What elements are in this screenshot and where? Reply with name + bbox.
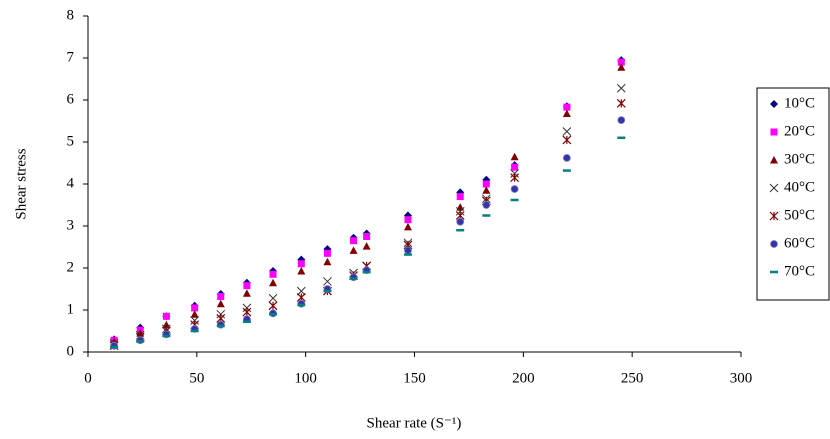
x-tick-label: 200 (512, 370, 535, 386)
point (617, 116, 626, 125)
point (617, 58, 625, 66)
legend-marker (770, 100, 778, 108)
point (323, 249, 331, 257)
x-tick-label: 250 (621, 370, 644, 386)
point (242, 307, 252, 317)
point (403, 222, 412, 231)
point (242, 289, 251, 297)
legend-marker (770, 156, 778, 164)
y-tick-label: 5 (67, 133, 75, 149)
point (456, 193, 464, 201)
legend-label: 30°C (784, 151, 815, 167)
y-tick-label: 7 (67, 49, 75, 65)
point (510, 169, 519, 178)
point (268, 301, 278, 311)
y-tick-label: 8 (67, 7, 75, 23)
point (616, 98, 626, 108)
legend-marker (769, 211, 779, 221)
point (404, 216, 412, 224)
legend-label: 10°C (784, 95, 815, 111)
point (456, 203, 465, 211)
point (242, 303, 252, 313)
point (455, 206, 465, 216)
y-tick-label: 4 (67, 175, 75, 191)
point (323, 257, 332, 266)
point (510, 173, 520, 183)
point (562, 127, 572, 136)
point (510, 152, 519, 161)
legend-label: 20°C (784, 123, 815, 139)
point (363, 233, 371, 240)
point (216, 309, 226, 319)
point (268, 293, 278, 303)
legend-marker (770, 128, 778, 136)
point (296, 286, 306, 296)
x-tick-label: 150 (403, 370, 426, 386)
y-tick-label: 6 (67, 91, 75, 107)
point (482, 186, 491, 194)
point (510, 185, 519, 193)
point (243, 282, 251, 290)
point (297, 266, 306, 275)
point (269, 270, 277, 278)
y-tick-label: 2 (67, 259, 75, 275)
legend-label: 40°C (784, 179, 815, 195)
point (297, 260, 305, 268)
point (617, 63, 626, 71)
point (562, 135, 572, 145)
legend-marker (769, 183, 779, 193)
point (511, 163, 519, 171)
point (362, 242, 371, 250)
legend-box (756, 87, 830, 301)
point (562, 154, 571, 162)
point (404, 246, 412, 255)
point (269, 278, 278, 287)
point (190, 310, 199, 318)
point (191, 304, 199, 312)
point (349, 246, 358, 254)
legend-marker (770, 240, 778, 248)
y-tick-label: 3 (67, 217, 75, 233)
legend-label: 60°C (784, 235, 815, 251)
point (482, 180, 490, 188)
point (190, 316, 200, 325)
point (217, 293, 225, 301)
point (482, 201, 491, 209)
x-tick-label: 50 (189, 370, 204, 386)
legend-label: 70°C (784, 263, 815, 279)
point (350, 237, 358, 245)
y-tick-label: 0 (67, 343, 75, 359)
point (323, 277, 332, 286)
legend-label: 50°C (784, 207, 815, 223)
y-axis-title: Shear stress (13, 148, 29, 219)
point (216, 299, 225, 308)
point (456, 217, 465, 226)
x-axis-title: Shear rate (S⁻¹) (367, 415, 462, 431)
point (563, 103, 571, 111)
point (562, 109, 571, 117)
x-tick-label: 0 (84, 370, 92, 386)
y-tick-label: 1 (67, 301, 75, 317)
x-tick-label: 300 (730, 370, 753, 386)
point (616, 83, 626, 93)
x-tick-label: 100 (294, 370, 317, 386)
point (162, 312, 170, 320)
